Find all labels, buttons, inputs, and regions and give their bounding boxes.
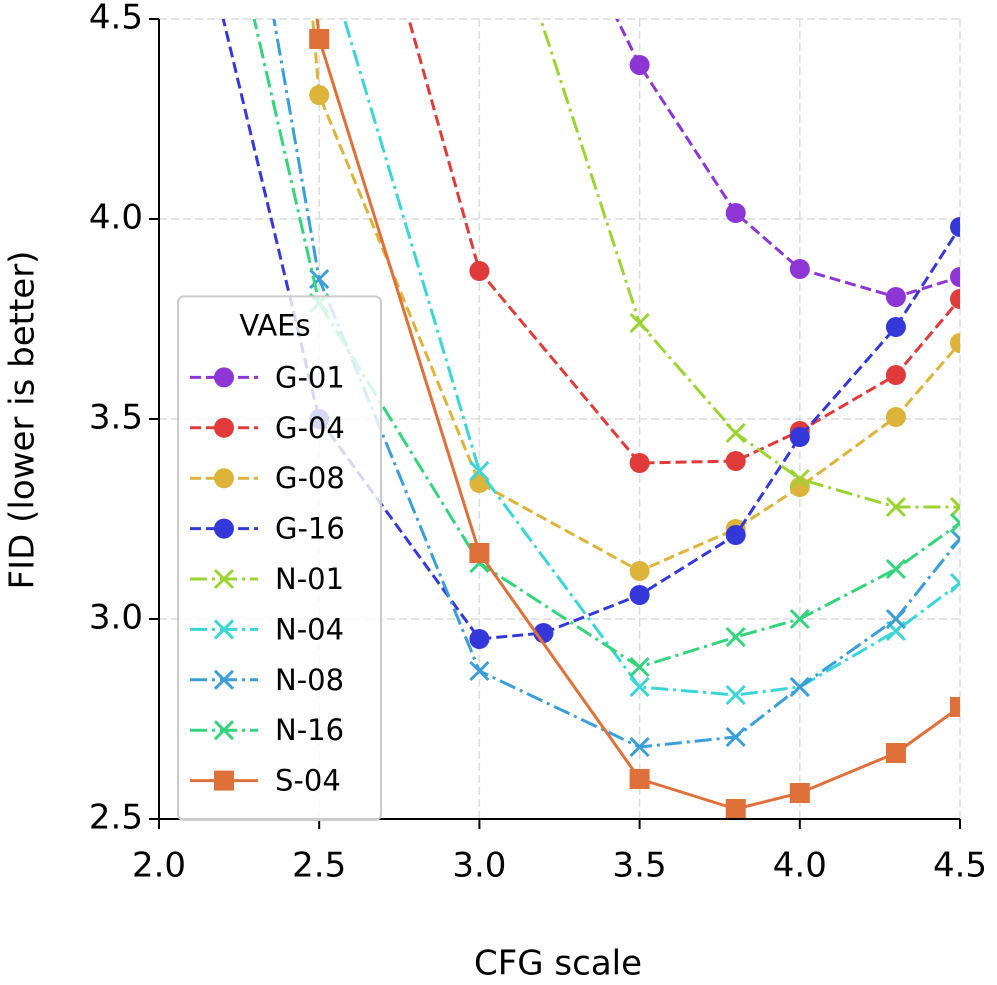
point [469,660,490,682]
point [629,312,650,334]
legend-label: S-04 [275,764,341,798]
point [789,783,810,803]
point [629,453,650,473]
series-line [615,19,960,299]
x-tick-label: 2.5 [292,846,346,886]
point [629,656,650,678]
point [725,203,746,223]
legend-label: N-16 [275,713,344,747]
point [725,451,746,471]
point [469,629,490,649]
point [789,676,810,698]
x-tick-label: 2.0 [132,846,186,886]
y-tick-label: 2.5 [89,798,143,838]
point [885,558,906,580]
point [309,85,330,105]
series-line [539,19,960,509]
point [629,769,650,789]
point [950,697,960,717]
point [885,365,906,385]
point [725,626,746,648]
legend-marker [214,417,234,438]
point [725,799,746,819]
y-tick-label: 3.0 [89,598,143,638]
point [629,561,650,581]
x-tick-label: 4.0 [773,846,827,886]
legend-title: VAEs [239,308,310,342]
point [629,55,650,75]
point [885,496,906,518]
point [725,726,746,748]
legend-marker [214,770,234,791]
legend-marker [213,669,235,690]
point [629,736,650,758]
series-line [315,19,960,811]
point [725,525,746,545]
y-tick-label: 4.0 [89,198,143,238]
point [789,468,810,490]
x-tick-label: 3.0 [452,846,506,886]
point [885,317,906,337]
legend-label: N-08 [275,663,344,697]
point [885,407,906,427]
legend-label: G-08 [275,461,345,495]
point [950,289,960,309]
x-tick-label: 3.5 [613,846,667,886]
legend-label: G-01 [275,360,345,394]
x-tick-label: 4.5 [933,846,987,886]
point [949,572,960,594]
point [885,743,906,763]
point [950,217,960,237]
point [950,267,960,287]
point [789,259,810,279]
series-line [311,19,960,573]
point [725,684,746,706]
legend-label: G-04 [275,411,345,445]
point [469,261,490,281]
legend-label: N-01 [275,562,344,596]
point [469,460,490,482]
point [309,29,330,49]
point [949,496,960,518]
point [949,528,960,550]
point [950,333,960,353]
legend-label: N-04 [275,612,344,646]
point [885,287,906,307]
point [309,268,330,290]
y-tick-label: 3.5 [89,398,143,438]
point [725,422,746,444]
point [885,608,906,630]
point [789,427,810,447]
legend-label: G-16 [275,512,345,546]
legend-marker [213,568,235,590]
x-axis-label: CFG scale [474,944,642,984]
point [629,585,650,605]
legend-marker [214,367,234,388]
series-line [252,19,960,669]
y-axis-label: FID (lower is better) [3,251,43,590]
legend-marker [213,619,235,640]
point [469,543,490,563]
legend-marker [214,468,234,489]
point [629,676,650,698]
point [949,512,960,534]
legend-marker [214,518,234,539]
legend-marker [213,720,235,741]
point [789,608,810,630]
y-tick-label: 4.5 [89,0,143,38]
